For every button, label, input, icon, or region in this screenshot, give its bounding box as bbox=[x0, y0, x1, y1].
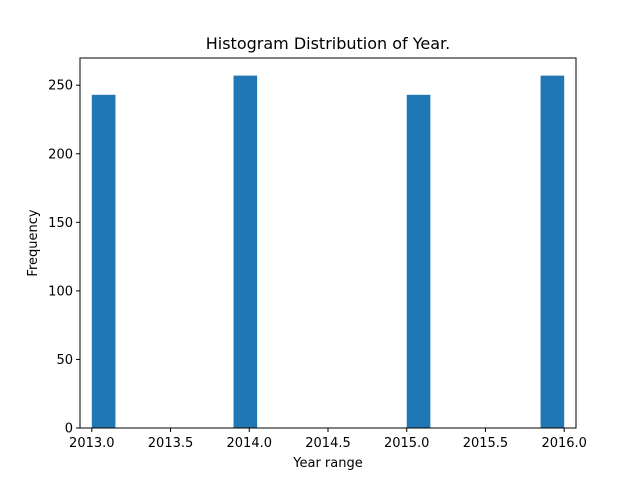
x-tick-label: 2013.5 bbox=[148, 436, 194, 451]
plot-frame bbox=[79, 57, 577, 429]
y-axis-label: Frequency bbox=[26, 209, 41, 276]
x-tick-label: 2014.5 bbox=[305, 436, 351, 451]
histogram-bar-3 bbox=[540, 75, 565, 428]
x-tick-label: 2013.0 bbox=[69, 436, 115, 451]
y-tick-label: 100 bbox=[48, 284, 73, 299]
x-axis-label: Year range bbox=[292, 456, 362, 471]
y-tick-label: 0 bbox=[65, 422, 73, 437]
x-ticks-group: 2013.0 2013.5 2014.0 2014.5 2015.0 2015.5 2016… bbox=[69, 428, 587, 451]
y-ticks-group: 0 50 100 150 200 250 bbox=[48, 79, 80, 437]
histogram-bar-2 bbox=[406, 94, 431, 429]
histogram-bar-1 bbox=[233, 75, 258, 428]
histogram-bar-0 bbox=[91, 94, 116, 429]
x-tick-label: 2015.0 bbox=[384, 436, 430, 451]
x-tick-label: 2016.0 bbox=[541, 436, 587, 451]
y-tick-label: 200 bbox=[48, 147, 73, 162]
x-tick-label: 2015.5 bbox=[463, 436, 509, 451]
y-tick-label: 250 bbox=[48, 79, 73, 94]
y-tick-label: 150 bbox=[48, 216, 73, 231]
x-tick-label: 2014.0 bbox=[227, 436, 273, 451]
y-tick-label: 50 bbox=[56, 353, 73, 368]
chart-title: Histogram Distribution of Year. bbox=[206, 34, 451, 53]
bars-group bbox=[91, 75, 565, 429]
